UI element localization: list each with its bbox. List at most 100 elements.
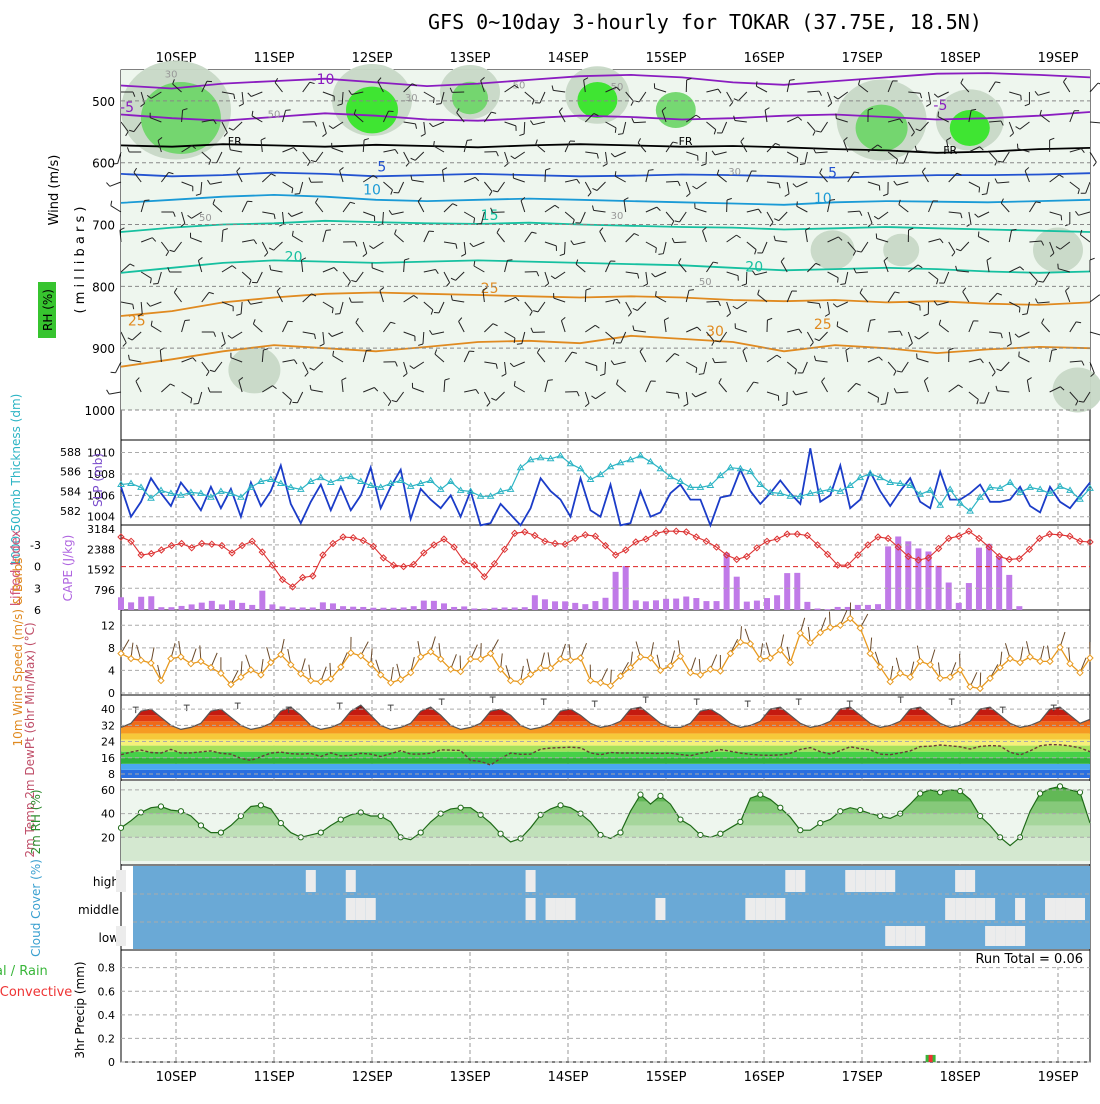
cape-bar bbox=[532, 595, 538, 610]
cape-bar bbox=[905, 541, 911, 610]
cloud-cell bbox=[865, 870, 875, 892]
contour-label: 30 bbox=[706, 324, 724, 340]
contour-label: 5 bbox=[828, 166, 837, 182]
cape-bar bbox=[380, 608, 386, 610]
wind-barb bbox=[1090, 332, 1100, 335]
date-label-top: 19SEP bbox=[1038, 51, 1079, 66]
li-tick-label: -3 bbox=[30, 539, 41, 552]
cloud-cell bbox=[975, 898, 985, 920]
cloud-cell bbox=[116, 870, 126, 892]
cape-bar bbox=[461, 606, 467, 610]
rh-point bbox=[198, 823, 203, 828]
rh-point bbox=[758, 792, 763, 797]
cape-bar bbox=[875, 604, 881, 610]
rh-point bbox=[538, 812, 543, 817]
rh-tick-label: 40 bbox=[101, 808, 115, 821]
wind10-point bbox=[967, 684, 973, 690]
cloud-cell bbox=[945, 898, 955, 920]
thickness-tick-label: 588 bbox=[60, 446, 81, 459]
wind-barb-flag bbox=[837, 321, 838, 326]
wind-tick-label: 12 bbox=[101, 619, 115, 632]
precip-tick-label: 0.4 bbox=[98, 1009, 116, 1022]
rh-point bbox=[1037, 791, 1042, 796]
ylabel-rh: RH (%) bbox=[41, 289, 55, 331]
contour-label: 10 bbox=[363, 182, 381, 198]
pressure-tick-label: 500 bbox=[92, 95, 115, 109]
wind-barb bbox=[1090, 152, 1096, 162]
cape-bar bbox=[189, 604, 195, 610]
date-label-top: 15SEP bbox=[646, 51, 687, 66]
ylabel-rh2m: 2m RH (%) bbox=[29, 789, 43, 854]
contour-label: FR bbox=[679, 135, 693, 148]
date-label-bottom: 12SEP bbox=[352, 1070, 393, 1085]
cape-bar bbox=[138, 597, 144, 610]
wind-barb-flag bbox=[838, 278, 839, 283]
cloud-cell bbox=[895, 926, 905, 946]
cloud-cell bbox=[885, 926, 895, 946]
rh-contour-label: 30 bbox=[728, 167, 741, 178]
rh-point bbox=[598, 832, 603, 837]
cape-bar bbox=[764, 598, 770, 610]
cloud-cell bbox=[995, 926, 1005, 946]
date-label-top: 16SEP bbox=[744, 51, 785, 66]
cape-bar bbox=[714, 601, 720, 610]
wind10-point bbox=[138, 657, 144, 663]
cloud-cell bbox=[1015, 926, 1025, 946]
date-label-top: 11SEP bbox=[254, 51, 295, 66]
cape-bar bbox=[572, 603, 578, 610]
cape-bar bbox=[280, 606, 286, 610]
thickness-tick-label: 586 bbox=[60, 466, 81, 479]
cloud-cell bbox=[745, 898, 755, 920]
cloud-cell bbox=[306, 870, 316, 892]
cloud-cell bbox=[855, 870, 865, 892]
cape-bar bbox=[845, 607, 851, 610]
temp-band bbox=[121, 733, 1090, 739]
rh-point bbox=[378, 813, 383, 818]
cloud-level-label: middle bbox=[78, 903, 119, 917]
wind10-point bbox=[488, 651, 494, 657]
cape-bar bbox=[209, 601, 215, 610]
wind10-point bbox=[198, 658, 204, 664]
cape-bar bbox=[734, 577, 740, 610]
ylabel-millibars: ( m i l l i b a r s ) bbox=[73, 207, 88, 314]
cape-bar bbox=[441, 603, 447, 610]
li-tick-label: 6 bbox=[34, 604, 41, 617]
cape-bar bbox=[804, 602, 810, 610]
cape-bar bbox=[814, 608, 820, 610]
cloud-cell bbox=[795, 870, 805, 892]
contour-label: -10 bbox=[312, 72, 335, 88]
wind-barb-flag bbox=[507, 260, 512, 261]
wind-tick-label: 8 bbox=[108, 642, 115, 655]
cape-bar bbox=[451, 607, 457, 610]
cloud-cell bbox=[845, 870, 855, 892]
wind10-point bbox=[208, 665, 214, 671]
wind10-point bbox=[1027, 654, 1033, 660]
cape-bar bbox=[653, 600, 659, 610]
wind-barb-flag bbox=[1093, 162, 1096, 166]
date-label-bottom: 14SEP bbox=[548, 1070, 589, 1085]
wind-barb bbox=[545, 170, 546, 182]
rh-tick-label: 20 bbox=[101, 831, 115, 844]
wind-barb bbox=[706, 301, 718, 302]
date-label-bottom: 13SEP bbox=[450, 1070, 491, 1085]
cape-bar bbox=[603, 598, 609, 610]
cape-bar bbox=[360, 607, 366, 610]
cape-bar bbox=[148, 596, 154, 610]
precip-conv-bar bbox=[929, 1055, 933, 1062]
rh-point bbox=[798, 828, 803, 833]
rh-point bbox=[1057, 784, 1062, 789]
wind-barb-flag bbox=[615, 128, 616, 133]
temp-tick-label: 40 bbox=[101, 703, 115, 716]
wind10-point bbox=[478, 656, 484, 662]
date-label-bottom: 11SEP bbox=[254, 1070, 295, 1085]
wind-barb bbox=[634, 122, 646, 123]
cloud-cell bbox=[1045, 898, 1055, 920]
rh-point bbox=[158, 804, 163, 809]
date-label-bottom: 17SEP bbox=[842, 1070, 883, 1085]
rh-contour-label: 50 bbox=[268, 110, 281, 121]
rh-blob bbox=[228, 347, 280, 394]
ylabel-precip-conv: Convective bbox=[0, 985, 72, 1000]
cape-bar bbox=[825, 609, 831, 610]
wind-barb bbox=[1090, 295, 1100, 302]
cape-bar bbox=[179, 606, 185, 610]
